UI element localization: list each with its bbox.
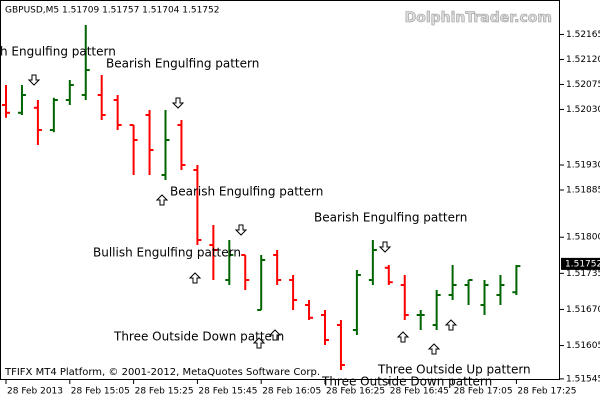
annotation: Bearish Engulfing pattern bbox=[314, 211, 467, 225]
annotation: Three Outside Down pattern bbox=[113, 330, 284, 344]
arrow-up bbox=[444, 319, 458, 331]
x-tick-label: 28 Feb 16:05 bbox=[262, 387, 321, 397]
x-tick-label: 28 Feb 15:25 bbox=[135, 387, 194, 397]
x-tick-label: 28 Feb 17:05 bbox=[454, 387, 513, 397]
x-tick-label: 28 Feb 16:45 bbox=[390, 387, 449, 397]
x-tick-label: 28 Feb 2013 bbox=[7, 387, 63, 397]
arrow-down bbox=[234, 224, 248, 236]
arrow-up bbox=[396, 331, 410, 343]
arrow-up bbox=[155, 194, 169, 206]
y-tick-label: 1.51605 bbox=[566, 341, 600, 351]
x-tick-label: 28 Feb 17:25 bbox=[517, 387, 576, 397]
annotation: Three Outside Up pattern bbox=[377, 363, 531, 377]
watermark: DolphinTrader.com bbox=[405, 10, 552, 26]
arrow-down bbox=[27, 74, 41, 86]
x-tick-label: 28 Feb 16:25 bbox=[326, 387, 385, 397]
chart-title: GBPUSD,M5 1.51709 1.51757 1.51704 1.5175… bbox=[5, 6, 219, 16]
arrow-up bbox=[188, 272, 202, 284]
y-tick-label: 1.51930 bbox=[566, 161, 600, 171]
footer: TFIFX MT4 Platform, © 2001-2012, MetaQuo… bbox=[4, 367, 320, 378]
annotation: Bearish Engulfing pattern bbox=[170, 185, 323, 199]
arrow-up bbox=[268, 329, 282, 341]
y-tick-label: 1.52075 bbox=[566, 80, 600, 90]
y-tick-label: 1.51545 bbox=[566, 374, 600, 384]
y-tick-label: 1.51885 bbox=[566, 186, 600, 196]
annotation: Three Outside Down pattern bbox=[321, 375, 492, 389]
plot-frame bbox=[0, 0, 560, 380]
arrow-down bbox=[378, 241, 392, 253]
last-price-label: 1.51752 bbox=[565, 259, 600, 269]
y-tick-label: 1.51670 bbox=[566, 305, 600, 315]
y-tick-label: 1.52165 bbox=[566, 30, 600, 40]
x-tick-label: 28 Feb 15:05 bbox=[71, 387, 130, 397]
arrow-up bbox=[427, 343, 441, 355]
x-tick-label: 28 Feb 15:45 bbox=[198, 387, 257, 397]
y-tick-label: 1.51735 bbox=[566, 269, 600, 279]
arrow-up bbox=[252, 337, 266, 349]
last-price-box bbox=[561, 257, 600, 270]
arrow-down bbox=[171, 97, 185, 109]
y-tick-label: 1.52030 bbox=[566, 105, 600, 115]
annotation: Bearish Engulfing pattern bbox=[106, 57, 259, 71]
y-tick-label: 1.52120 bbox=[566, 55, 600, 65]
annotation: Bullish Engulfing pattern bbox=[93, 246, 241, 260]
y-tick-label: 1.51800 bbox=[566, 233, 600, 243]
annotation: h Engulfing pattern bbox=[0, 45, 116, 59]
